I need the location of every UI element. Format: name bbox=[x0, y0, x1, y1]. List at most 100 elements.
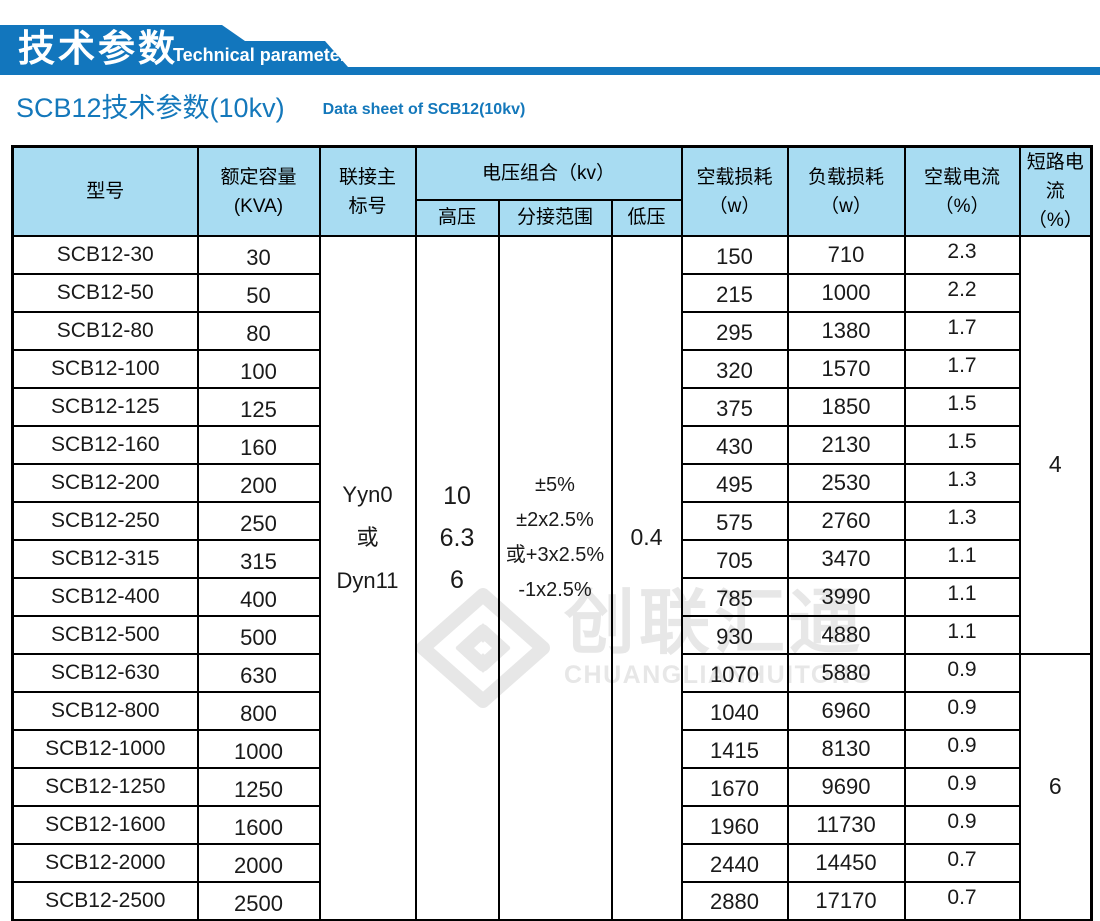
doc-title-en: Data sheet of SCB12(10kv) bbox=[322, 101, 526, 118]
cell-no-load-loss: 375 bbox=[680, 387, 789, 427]
banner-subtitle: Technical parameter bbox=[173, 45, 347, 65]
cell-kva: 630 bbox=[196, 653, 321, 693]
cell-model: SCB12-1000 bbox=[11, 729, 199, 769]
cell-lv-merged: 0.4 bbox=[610, 235, 683, 921]
cell-no-load-current: 0.9 bbox=[903, 767, 1021, 807]
cell-no-load-current: 1.1 bbox=[903, 577, 1021, 617]
cell-short-circuit-group1: 4 bbox=[1018, 235, 1093, 655]
cell-no-load-current: 2.2 bbox=[903, 273, 1021, 313]
cell-model: SCB12-315 bbox=[11, 539, 199, 579]
cell-no-load-loss: 2880 bbox=[680, 881, 789, 921]
cell-load-loss: 3470 bbox=[786, 539, 906, 579]
col-header-lv: 低压 bbox=[610, 198, 683, 238]
cell-no-load-loss: 320 bbox=[680, 349, 789, 389]
cell-no-load-loss: 430 bbox=[680, 425, 789, 465]
cell-kva: 50 bbox=[196, 273, 321, 313]
cell-tap-range-merged: ±5% ±2x2.5% 或+3x2.5% -1x2.5% bbox=[497, 235, 613, 921]
cell-kva: 100 bbox=[196, 349, 321, 389]
cell-kva: 2000 bbox=[196, 843, 321, 883]
cell-no-load-loss: 705 bbox=[680, 539, 789, 579]
table-row: SCB12-80 80 295 1380 1.7 bbox=[11, 311, 1092, 351]
cell-kva: 160 bbox=[196, 425, 321, 465]
cell-no-load-current: 1.7 bbox=[903, 349, 1021, 389]
cell-no-load-loss: 295 bbox=[680, 311, 789, 351]
cell-load-loss: 2760 bbox=[786, 501, 906, 541]
cell-model: SCB12-125 bbox=[11, 387, 199, 427]
table-row: SCB12-160 160 430 2130 1.5 bbox=[11, 425, 1092, 465]
table-row: SCB12-630 630 1070 5880 0.9 6 bbox=[11, 653, 1093, 921]
cell-model: SCB12-1250 bbox=[11, 767, 199, 807]
cell-load-loss: 17170 bbox=[786, 881, 906, 921]
cell-short-circuit-group2: 6 bbox=[1018, 653, 1093, 921]
cell-model: SCB12-630 bbox=[11, 653, 199, 693]
cell-load-loss: 2530 bbox=[786, 463, 906, 503]
col-header-connection-line1: 联接主 bbox=[338, 166, 396, 188]
cell-model: SCB12-2500 bbox=[11, 881, 199, 921]
cell-no-load-current: 1.5 bbox=[903, 387, 1021, 427]
table-row: SCB12-125 125 375 1850 1.5 bbox=[11, 387, 1092, 427]
cell-no-load-current: 1.3 bbox=[903, 501, 1021, 541]
table-row: SCB12-250 250 575 2760 1.3 bbox=[11, 501, 1092, 541]
col-header-capacity-unit: (KVA) bbox=[233, 195, 284, 217]
cell-model: SCB12-400 bbox=[11, 577, 199, 617]
cell-no-load-loss: 930 bbox=[680, 615, 789, 655]
doc-title: SCB12技术参数(10kv) Data sheet of SCB12(10kv) bbox=[16, 86, 1086, 125]
cell-model: SCB12-800 bbox=[11, 691, 199, 731]
col-header-model: 型号 bbox=[11, 145, 199, 237]
section-banner: 技术参数 Technical parameter bbox=[0, 25, 1100, 75]
cell-kva: 30 bbox=[196, 235, 321, 275]
cell-connection-merged: Yyn0 或 Dyn11 bbox=[318, 235, 417, 921]
cell-kva: 500 bbox=[196, 615, 321, 655]
cell-model: SCB12-50 bbox=[11, 273, 199, 313]
col-header-voltage-group: 电压组合（kv） bbox=[414, 145, 683, 201]
table-row: SCB12-2500 2500 2880 17170 0.7 bbox=[11, 881, 1092, 921]
cell-load-loss: 710 bbox=[786, 235, 906, 275]
cell-model: SCB12-1600 bbox=[11, 805, 199, 845]
cell-no-load-current: 0.9 bbox=[903, 805, 1021, 845]
table-row: SCB12-1250 1250 1670 9690 0.9 bbox=[11, 767, 1092, 807]
col-header-capacity-zh: 额定容量 bbox=[220, 166, 297, 188]
col-header-no-load-current: 空载电流 （%） bbox=[903, 145, 1021, 237]
cell-no-load-loss: 2440 bbox=[680, 843, 789, 883]
cell-load-loss: 9690 bbox=[786, 767, 906, 807]
cell-no-load-current: 1.5 bbox=[903, 425, 1021, 465]
cell-model: SCB12-500 bbox=[11, 615, 199, 655]
table-row: SCB12-100 100 320 1570 1.7 bbox=[11, 349, 1092, 389]
cell-no-load-current: 0.7 bbox=[903, 881, 1021, 921]
cell-kva: 400 bbox=[196, 577, 321, 617]
table-row: SCB12-800 800 1040 6960 0.9 bbox=[11, 691, 1092, 731]
table-row: SCB12-315 315 705 3470 1.1 bbox=[11, 539, 1092, 579]
col-header-no-load-current-unit: （%） bbox=[934, 195, 990, 217]
cell-no-load-loss: 150 bbox=[680, 235, 789, 275]
cell-no-load-current: 0.9 bbox=[903, 691, 1021, 731]
table-row: SCB12-500 500 930 4880 1.1 bbox=[11, 615, 1092, 655]
table-row: SCB12-400 400 785 3990 1.1 bbox=[11, 577, 1092, 617]
col-header-tap-range: 分接范围 bbox=[497, 198, 613, 238]
cell-load-loss: 3990 bbox=[786, 577, 906, 617]
cell-model: SCB12-250 bbox=[11, 501, 199, 541]
cell-no-load-loss: 1670 bbox=[680, 767, 789, 807]
cell-model: SCB12-160 bbox=[11, 425, 199, 465]
col-header-capacity: 额定容量 (KVA) bbox=[196, 145, 321, 237]
cell-model: SCB12-100 bbox=[11, 349, 199, 389]
spec-table: 型号 额定容量 (KVA) 联接主 标号 电压组合（kv） 空载损耗 （w） bbox=[11, 145, 1094, 921]
cell-load-loss: 8130 bbox=[786, 729, 906, 769]
table-container: 创联汇通 CHUANGLIANHUITONG 型号 额定容量 (KVA) bbox=[11, 145, 1094, 921]
table-row: SCB12-1000 1000 1415 8130 0.9 bbox=[11, 729, 1092, 769]
banner-title: 技术参数 bbox=[18, 28, 178, 69]
cell-no-load-loss: 1070 bbox=[680, 653, 789, 693]
cell-load-loss: 14450 bbox=[786, 843, 906, 883]
col-header-load-loss: 负载损耗 （w） bbox=[786, 145, 906, 237]
cell-no-load-current: 1.1 bbox=[903, 615, 1021, 655]
cell-kva: 1250 bbox=[196, 767, 321, 807]
cell-load-loss: 1570 bbox=[786, 349, 906, 389]
cell-model: SCB12-2000 bbox=[11, 843, 199, 883]
cell-no-load-current: 0.9 bbox=[903, 653, 1021, 693]
col-header-no-load-loss-unit: （w） bbox=[708, 195, 761, 217]
col-header-no-load-current-zh: 空载电流 bbox=[924, 166, 1001, 188]
cell-no-load-current: 0.9 bbox=[903, 729, 1021, 769]
cell-kva: 200 bbox=[196, 463, 321, 503]
col-header-hv: 高压 bbox=[414, 198, 500, 238]
col-header-connection: 联接主 标号 bbox=[318, 145, 417, 237]
